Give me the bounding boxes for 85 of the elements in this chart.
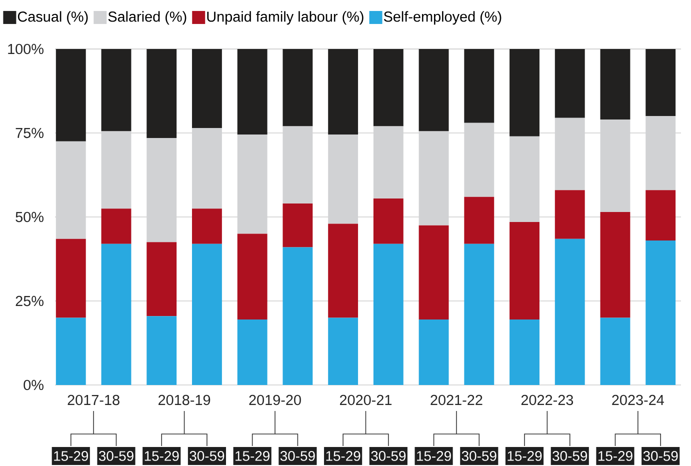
bar — [418, 319, 449, 385]
bar — [146, 316, 177, 385]
bar — [646, 240, 676, 385]
bar — [282, 204, 313, 248]
text: 2023-24 — [612, 394, 664, 406]
y-tick-label: 75% — [16, 128, 44, 138]
bar — [192, 48, 222, 128]
bar — [101, 208, 132, 244]
bar — [554, 238, 585, 385]
bar — [146, 48, 177, 138]
x-tick-label: 30-59 — [190, 451, 224, 461]
x-tick-label: 15-29 — [598, 451, 632, 461]
text: 2019-20 — [249, 394, 301, 406]
x-tick-label: 15-29 — [417, 451, 451, 461]
bar — [237, 134, 268, 234]
bar — [646, 116, 676, 190]
x-tick-label: 30-59 — [98, 451, 134, 461]
x-tick-label: 30-59 — [280, 451, 315, 461]
bar — [600, 120, 630, 212]
x-tick-label: 30-59 — [552, 451, 588, 461]
bar — [282, 247, 313, 385]
bar — [192, 128, 222, 209]
text: 2020-21 — [340, 394, 392, 406]
bar — [56, 238, 86, 318]
bar — [101, 244, 132, 385]
x-tick-label: 15-29 — [54, 451, 88, 461]
legend-label: Casual (%) — [18, 11, 88, 25]
text: 2021-22 — [430, 394, 482, 406]
bar — [554, 48, 585, 118]
legend-label: Salaried (%) — [108, 11, 186, 25]
x-tick-label: 15-29 — [326, 451, 360, 461]
bar — [328, 224, 358, 318]
x-tick-label: 15-29 — [144, 451, 179, 461]
x-tick-label: 30-59 — [462, 451, 496, 461]
bar — [600, 318, 630, 385]
text: 2017-18 — [68, 394, 120, 406]
bar — [237, 234, 268, 320]
bar — [56, 318, 86, 385]
legend-label: Unpaid family labour (%) — [207, 11, 364, 25]
bar — [328, 134, 358, 224]
bar — [373, 244, 404, 385]
bar — [146, 138, 177, 242]
bar — [418, 48, 449, 132]
x-tick-label: 30-59 — [643, 451, 678, 461]
bar — [328, 48, 358, 135]
bar — [510, 48, 540, 136]
y-tick-label: 25% — [16, 296, 44, 306]
x-tick-label: 15-29 — [508, 451, 542, 461]
x-tick-label: 15-29 — [236, 451, 270, 461]
bar — [328, 318, 358, 385]
bar — [554, 190, 585, 239]
bar — [56, 48, 86, 142]
bar — [510, 319, 540, 385]
y-tick-label: 100% — [8, 44, 44, 54]
bar — [282, 48, 313, 126]
bar — [418, 225, 449, 320]
bar — [373, 48, 404, 126]
bar — [510, 136, 540, 222]
bar — [464, 196, 494, 244]
bar — [600, 48, 630, 120]
bar — [237, 319, 268, 385]
bar — [101, 48, 132, 132]
bar — [192, 208, 222, 244]
bar — [373, 198, 404, 244]
bar — [600, 212, 630, 318]
text: 2018-19 — [158, 394, 210, 406]
bar — [510, 222, 540, 320]
bar — [237, 48, 268, 135]
bar — [646, 190, 676, 241]
bar — [192, 244, 222, 385]
bar — [282, 126, 313, 204]
bar — [101, 131, 132, 209]
bar — [464, 122, 494, 197]
legend-label: Self-employed (%) — [384, 11, 502, 25]
y-tick-label: 50% — [16, 212, 44, 222]
bar — [146, 242, 177, 316]
text: 2022-23 — [521, 394, 574, 406]
bar — [464, 48, 494, 123]
bar — [554, 118, 585, 190]
bar — [646, 48, 676, 116]
x-tick-label: 30-59 — [371, 451, 406, 461]
bar — [373, 126, 404, 199]
bar — [464, 244, 494, 385]
bar — [418, 131, 449, 226]
y-tick-label: 0% — [24, 380, 44, 390]
